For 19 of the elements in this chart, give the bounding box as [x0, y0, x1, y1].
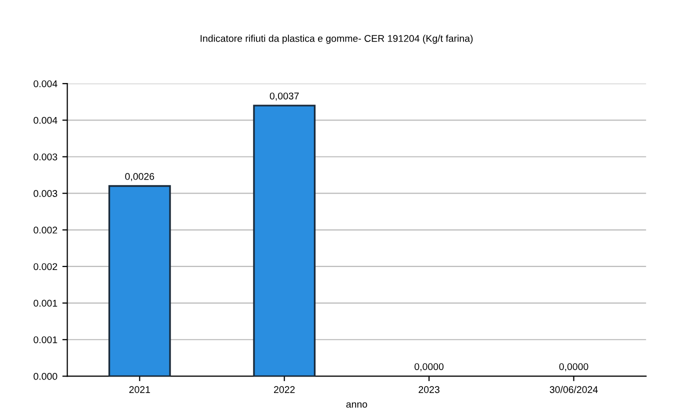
y-tick-label: 0.002	[34, 226, 58, 234]
y-tick-label: 0.003	[34, 190, 58, 197]
x-tick-label: 30/06/2024	[550, 386, 598, 394]
y-tick-label: 0.004	[34, 80, 58, 88]
data-label: 0,0000	[559, 363, 588, 372]
y-tick-label: 0.002	[34, 263, 58, 270]
y-tick-label: 0.000	[34, 372, 58, 380]
data-label: 0,0026	[125, 173, 154, 182]
x-tick-label: 2023	[418, 386, 440, 394]
y-tick-label: 0.003	[34, 153, 58, 160]
chart-title: Indicatore rifiuti da plastica e gomme- CER 191204 (Kg/t farina)	[200, 34, 473, 44]
x-axis-title: anno	[346, 402, 368, 408]
y-tick-label: 0.001	[34, 336, 58, 344]
data-label: 0,0000	[414, 363, 444, 372]
x-tick-label: 2022	[274, 386, 295, 394]
y-tick-label: 0.001	[34, 300, 58, 307]
x-tick-label: 2021	[129, 386, 150, 394]
y-tick-label: 0.004	[34, 116, 58, 124]
data-label: 0,0037	[270, 92, 299, 101]
